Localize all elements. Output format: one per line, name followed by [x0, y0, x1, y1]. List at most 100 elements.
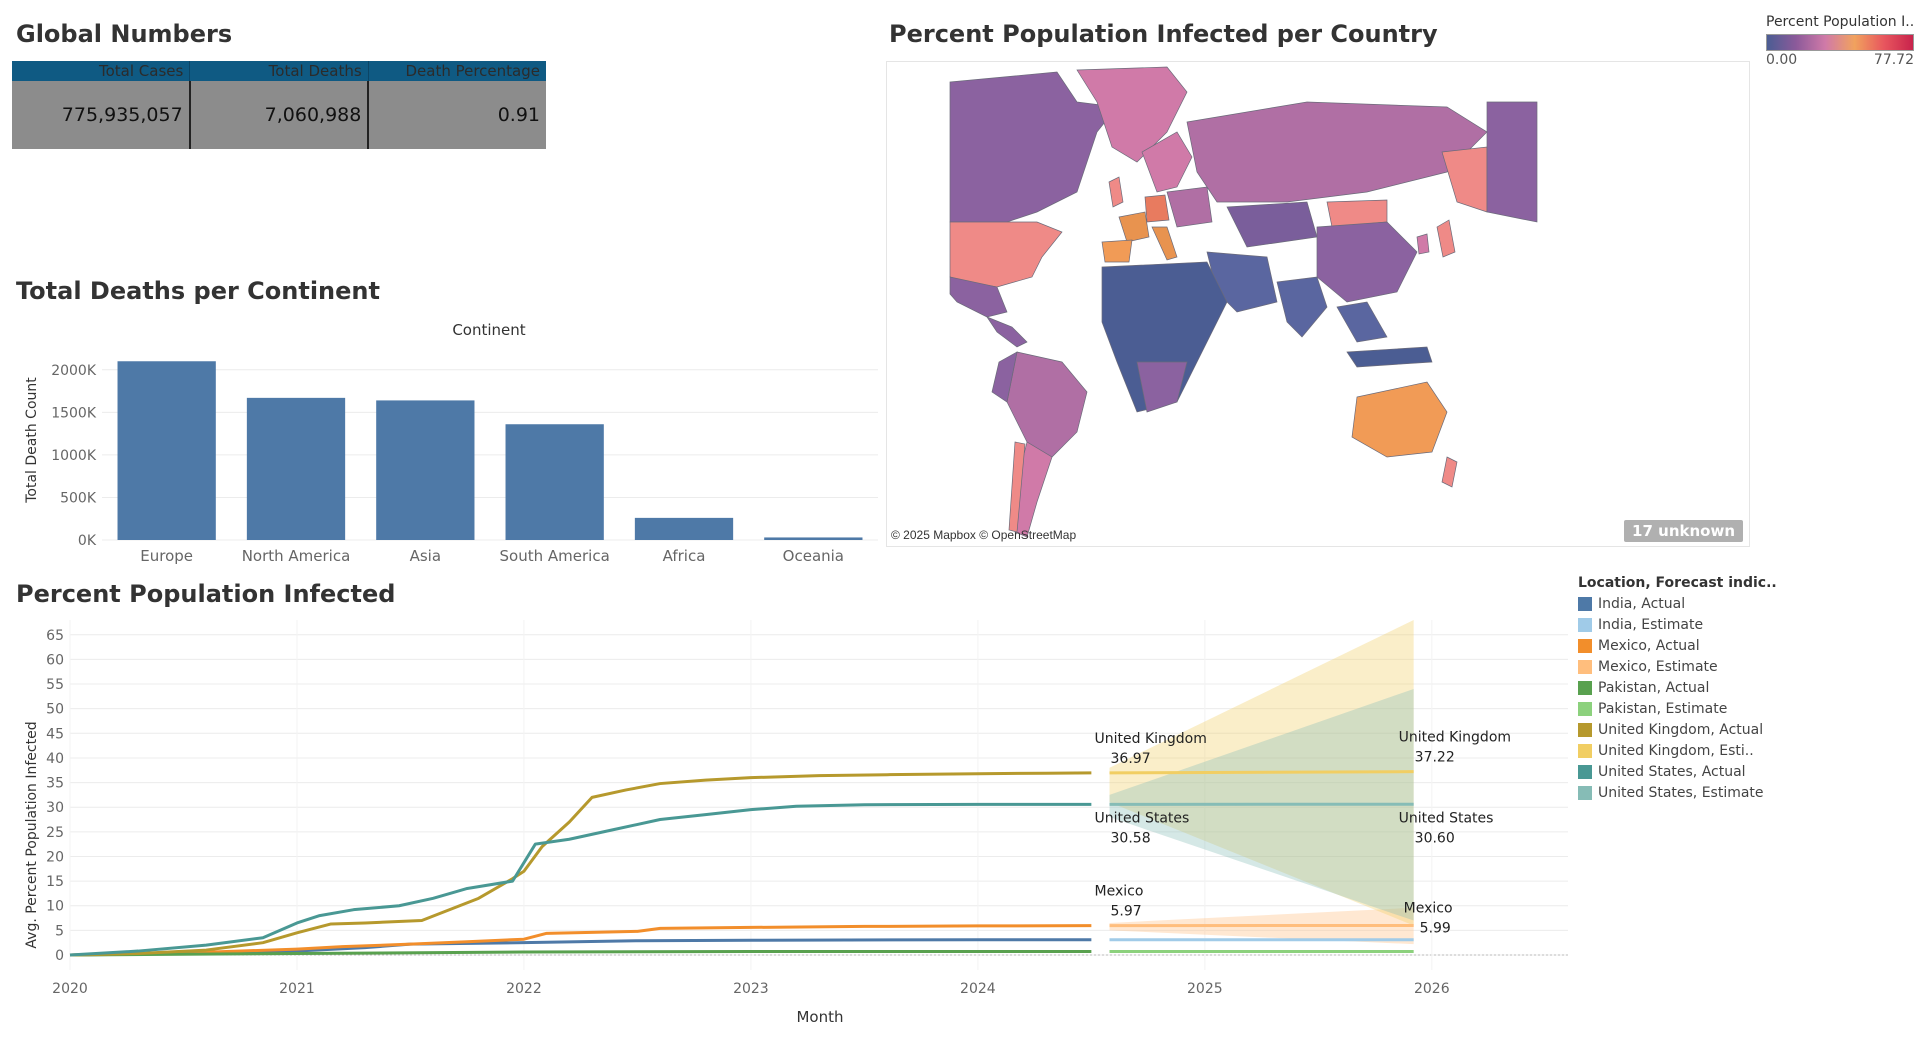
map-country-india[interactable]: [1276, 276, 1328, 338]
legend-item[interactable]: Pakistan, Actual: [1578, 677, 1913, 698]
map-country-east-russia[interactable]: [1486, 101, 1538, 223]
infected-y-tick-label: 5: [55, 923, 64, 939]
infected-chart-title: Percent Population Infected: [16, 580, 396, 608]
legend-swatch: [1578, 764, 1592, 779]
infected-x-tick-label: 2023: [733, 981, 769, 997]
legend-swatch: [1578, 722, 1592, 737]
infected-legend[interactable]: Location, Forecast indic.. India, Actual…: [1578, 575, 1913, 803]
infected-y-tick-label: 60: [46, 652, 64, 668]
map-country-southeast-asia[interactable]: [1336, 301, 1388, 343]
annotation-value: 37.22: [1415, 750, 1455, 766]
annotation-value: 5.99: [1420, 920, 1451, 936]
series-line-united-kingdom-actual[interactable]: [69, 771, 1092, 957]
map-country-japan[interactable]: [1436, 219, 1456, 258]
legend-item[interactable]: Mexico, Actual: [1578, 635, 1913, 656]
deaths-y-tick-label: 1500K: [51, 405, 97, 421]
deaths-bar-asia[interactable]: [376, 400, 475, 540]
map-country-eastern-europe[interactable]: [1166, 186, 1213, 228]
legend-swatch: [1578, 617, 1592, 632]
map-country-scandinavia[interactable]: [1141, 131, 1193, 193]
map-country-china[interactable]: [1316, 221, 1418, 303]
map-country-brazil[interactable]: [1006, 351, 1088, 458]
deaths-x-tick-label: Africa: [663, 547, 706, 565]
map-country-southern-africa[interactable]: [1136, 361, 1188, 413]
series-line-united-kingdom-estimate[interactable]: [1109, 770, 1414, 775]
map-country-uk[interactable]: [1108, 176, 1124, 208]
world-map-canvas[interactable]: [887, 62, 1749, 546]
legend-item[interactable]: Pakistan, Estimate: [1578, 698, 1913, 719]
legend-label: Pakistan, Actual: [1598, 679, 1710, 696]
infected-x-tick-label: 2022: [506, 981, 542, 997]
infected-y-tick-label: 45: [46, 726, 64, 742]
legend-swatch: [1578, 743, 1592, 758]
deaths-chart-title: Total Deaths per Continent: [16, 277, 380, 305]
annotation-label: Mexico: [1095, 884, 1144, 900]
legend-swatch: [1578, 785, 1592, 800]
map-country-usa[interactable]: [949, 221, 1063, 288]
map-color-legend[interactable]: Percent Population I.. 0.00 77.72: [1766, 14, 1914, 68]
legend-label: Pakistan, Estimate: [1598, 700, 1728, 717]
infected-y-tick-label: 35: [46, 776, 64, 792]
map-country-central-america[interactable]: [986, 316, 1028, 348]
unknown-locations-badge[interactable]: 17 unknown: [1624, 520, 1743, 542]
infected-y-tick-label: 0: [55, 948, 64, 964]
infected-x-tick-label: 2024: [960, 981, 996, 997]
legend-item[interactable]: United States, Actual: [1578, 761, 1913, 782]
map-country-germany[interactable]: [1144, 194, 1170, 223]
legend-item[interactable]: United States, Estimate: [1578, 782, 1913, 803]
legend-label: United States, Actual: [1598, 763, 1746, 780]
map-country-alaska[interactable]: [1441, 146, 1488, 213]
deaths-x-tick-label: Europe: [140, 547, 193, 565]
annotation-label: United Kingdom: [1095, 731, 1207, 747]
deaths-x-tick-label: South America: [500, 547, 610, 565]
legend-item[interactable]: India, Estimate: [1578, 614, 1913, 635]
deaths-bar-europe[interactable]: [117, 361, 216, 540]
kpi-value-row: 775,935,057 7,060,988 0.91: [12, 81, 546, 149]
map-attribution[interactable]: © 2025 Mapbox © OpenStreetMap: [891, 528, 1077, 542]
infected-line-chart[interactable]: Month Avg. Percent Population Infected 0…: [0, 615, 1575, 1040]
series-line-mexico-actual[interactable]: [69, 924, 1092, 957]
legend-item[interactable]: United Kingdom, Actual: [1578, 719, 1913, 740]
global-numbers-title: Global Numbers: [16, 20, 233, 48]
map-country-france[interactable]: [1118, 211, 1150, 243]
infected-x-tick-label: 2026: [1414, 981, 1450, 997]
map-country-kazakhstan[interactable]: [1226, 201, 1318, 248]
map-country-spain[interactable]: [1101, 239, 1133, 263]
map-country-russia[interactable]: [1186, 101, 1488, 203]
deaths-x-tick-label: North America: [242, 547, 351, 565]
deaths-y-axis-label: Total Death Count: [24, 377, 40, 504]
infected-y-tick-label: 30: [46, 800, 64, 816]
map-country-australia[interactable]: [1351, 381, 1448, 458]
annotation-value: 30.60: [1415, 830, 1455, 846]
legend-item[interactable]: Mexico, Estimate: [1578, 656, 1913, 677]
map-country-chile[interactable]: [1008, 441, 1026, 533]
deaths-x-tick-label: Asia: [410, 547, 441, 565]
series-line-pakistan-actual[interactable]: [69, 950, 1092, 957]
annotation-value: 5.97: [1111, 904, 1142, 920]
infected-y-tick-label: 40: [46, 751, 64, 767]
global-numbers-table[interactable]: Total Cases Total Deaths Death Percentag…: [12, 61, 546, 149]
map-country-italy[interactable]: [1151, 226, 1178, 261]
annotation-label: United States: [1095, 810, 1190, 826]
legend-item[interactable]: India, Actual: [1578, 593, 1913, 614]
legend-swatch: [1578, 638, 1592, 653]
infected-y-tick-label: 65: [46, 628, 64, 644]
deaths-bar-oceania[interactable]: [764, 537, 863, 540]
series-line-united-states-actual[interactable]: [69, 802, 1092, 957]
map-country-peru[interactable]: [991, 351, 1018, 403]
infected-x-tick-label: 2025: [1187, 981, 1223, 997]
deaths-bar-south-america[interactable]: [505, 424, 604, 540]
map-country-korea[interactable]: [1416, 233, 1430, 255]
infected-y-tick-label: 25: [46, 825, 64, 841]
infected-y-tick-label: 50: [46, 702, 64, 718]
legend-item[interactable]: United Kingdom, Esti..: [1578, 740, 1913, 761]
deaths-bar-north-america[interactable]: [246, 397, 346, 540]
legend-swatch: [1578, 596, 1592, 611]
death-percentage-value: 0.91: [497, 104, 541, 126]
map-country-new-zealand[interactable]: [1441, 456, 1458, 488]
deaths-bar-africa[interactable]: [634, 517, 734, 540]
map-country-indonesia[interactable]: [1346, 346, 1433, 368]
deaths-bar-chart[interactable]: Continent Total Death Count Europe North …: [0, 312, 880, 570]
infected-y-tick-label: 15: [46, 874, 64, 890]
world-map[interactable]: © 2025 Mapbox © OpenStreetMap 17 unknown: [886, 61, 1750, 547]
